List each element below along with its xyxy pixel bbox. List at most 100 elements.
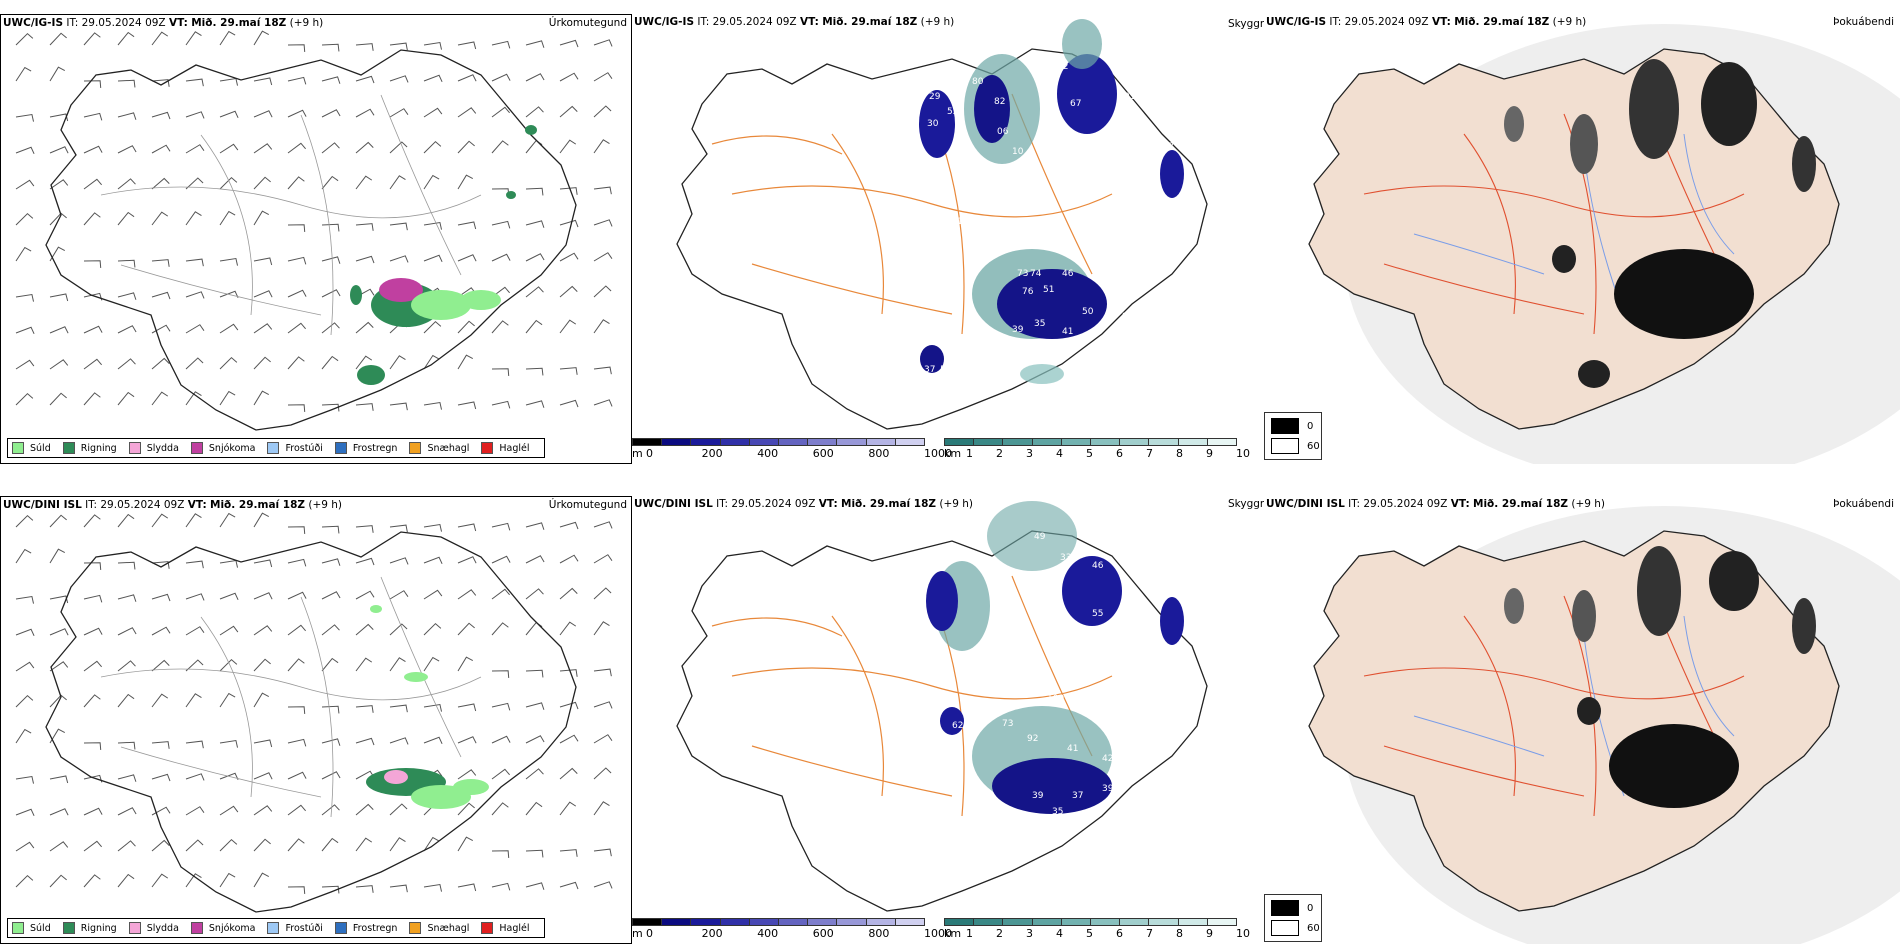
wind-barb [49, 32, 67, 46]
visibility-value-label: 100 [1047, 694, 1064, 704]
fog-legend-label: 0 [1307, 902, 1314, 914]
colorbar-segment [1148, 438, 1179, 446]
wind-barb [559, 252, 579, 262]
wind-barb [117, 660, 136, 672]
wind-barb [593, 219, 613, 227]
wind-barb [83, 594, 103, 603]
legend-swatch [128, 442, 141, 454]
fog-legend-item: 60 [1271, 438, 1320, 454]
wind-barb [287, 558, 307, 567]
visibility-value-label: 33 [1112, 282, 1123, 292]
colorbar-unit: km [944, 447, 962, 460]
visibility-value-label: 23 [997, 674, 1008, 684]
wind-barb [83, 694, 101, 708]
fog-legend-item: 0 [1271, 900, 1313, 916]
wind-barb [15, 808, 35, 817]
legend-label: Haglél [499, 922, 530, 934]
wind-barb [321, 738, 341, 746]
wind-barb [15, 841, 35, 852]
visibility-title: Skyggni [1228, 18, 1270, 30]
wind-barb [185, 806, 205, 816]
wind-barb [15, 548, 32, 564]
wind-barb [49, 392, 67, 406]
wind-barb [423, 254, 443, 263]
panel-title: UWC/DINI ISL IT: 29.05.2024 09Z VT: Mið.… [1266, 498, 1606, 510]
wind-barb [491, 73, 511, 82]
precip-blobs [350, 125, 537, 385]
colorbar-tick-label: 10 [1236, 447, 1250, 460]
fog-legend-swatch [1271, 438, 1299, 454]
wind-barb [457, 107, 477, 118]
wind-barb [151, 79, 170, 87]
wind-barb [15, 359, 35, 370]
legend-item: Slydda [128, 442, 179, 454]
wind-barb [457, 736, 477, 744]
legend-item: Frostregn [334, 442, 397, 454]
legend-swatch [481, 442, 494, 454]
wind-barb [117, 513, 135, 528]
wind-barb [49, 514, 67, 528]
visibility-value-label: 92 [1027, 734, 1038, 744]
wind-barb [593, 139, 610, 154]
wind-barb [287, 109, 307, 118]
visibility-colorbar: km 1 2 3 4 5 6 7 8 9 10 [944, 918, 1250, 940]
wind-barb [525, 555, 545, 564]
wind-barb [253, 257, 273, 266]
visibility-value-label: 10 [1012, 147, 1024, 157]
wind-barb [355, 43, 374, 51]
wind-barb [151, 513, 169, 528]
wind-barb [457, 703, 477, 712]
wind-barb [559, 39, 579, 48]
colorbar-segment [807, 918, 838, 926]
road-lines [100, 94, 482, 336]
legend-item: Súld [12, 922, 51, 934]
wind-barb [491, 253, 511, 262]
wind-barb [491, 670, 510, 679]
wind-barb [49, 113, 69, 122]
wind-barb [49, 841, 69, 852]
wind-barb [83, 325, 103, 334]
wind-barb [593, 734, 613, 744]
wind-barb [389, 623, 408, 636]
colorbar-segment [778, 438, 809, 446]
wind-barb [355, 557, 375, 566]
wind-barb [185, 560, 204, 569]
wind-barb [559, 881, 579, 890]
visibility-blobs [926, 501, 1184, 814]
wind-barb [287, 44, 306, 53]
visibility-value-label: 55 [940, 365, 951, 375]
wind-barb [15, 595, 35, 604]
legend-item: Slydda [128, 922, 179, 934]
colorbar-segment [1119, 918, 1150, 926]
visibility-panel-bottom: UWC/DINI ISL IT: 29.05.2024 09Z VT: Mið.… [632, 496, 1264, 944]
wind-barb [423, 107, 443, 118]
wind-barb [389, 402, 408, 411]
wind-barb [117, 774, 137, 782]
wind-barb [389, 42, 408, 51]
wind-barb [15, 246, 32, 262]
wind-barb [185, 626, 205, 636]
wind-barb [15, 212, 34, 226]
colorbar-tick-label: 600 [812, 927, 834, 940]
wind-barb [559, 587, 578, 600]
wind-barb [253, 356, 271, 370]
wind-barb [423, 622, 442, 636]
fog-blobs [1504, 59, 1816, 388]
wind-barb [117, 693, 135, 708]
wind-barb [457, 140, 475, 154]
legend-label: Snjókoma [208, 442, 256, 454]
colorbar-tick-label: 200 [701, 447, 723, 460]
wind-barb [185, 659, 204, 672]
wind-barb [49, 874, 67, 888]
wind-barb [83, 178, 103, 190]
fog-legend-swatch [1271, 418, 1299, 434]
colorbar-segment [836, 918, 867, 926]
colorbar-segment [865, 438, 896, 446]
wind-barb [49, 359, 69, 370]
wind-barb [219, 30, 236, 46]
wind-barb [117, 325, 137, 334]
wind-barb [321, 256, 341, 264]
wind-barb [491, 802, 509, 816]
wind-barb [355, 355, 373, 370]
wind-barb [321, 624, 340, 636]
